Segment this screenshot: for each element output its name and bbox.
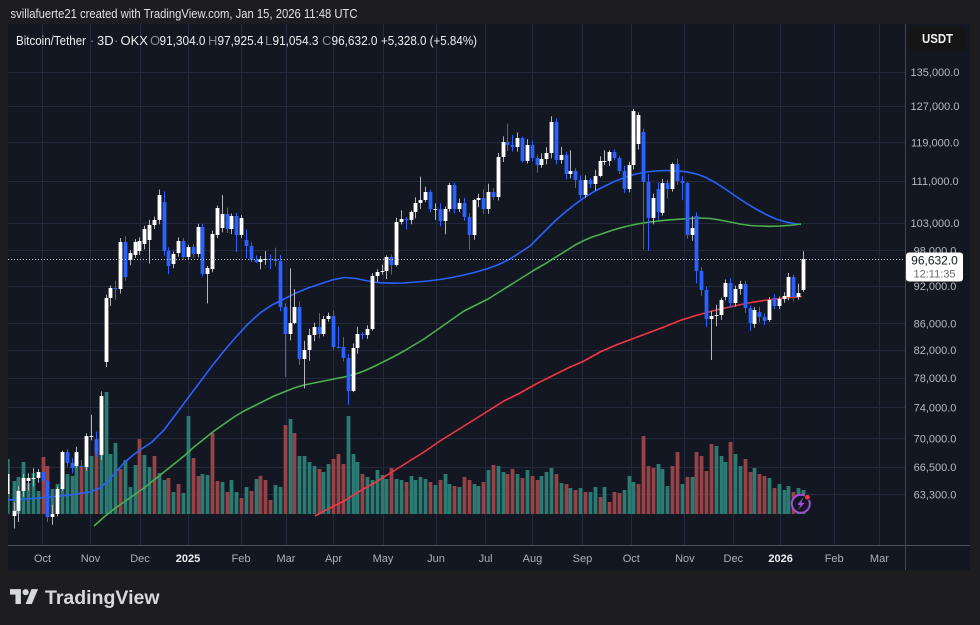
svg-text:USDT: USDT <box>922 32 953 46</box>
svg-text:·: · <box>114 33 118 48</box>
svg-text:Jul: Jul <box>479 553 493 565</box>
svg-text:12:11:35: 12:11:35 <box>913 269 955 281</box>
svg-text:Nov: Nov <box>675 553 695 565</box>
svg-text:svillafuerte21 created with Tr: svillafuerte21 created with TradingView.… <box>11 6 358 21</box>
svg-text:127,000.0: 127,000.0 <box>911 101 960 113</box>
svg-text:Aug: Aug <box>523 553 543 565</box>
svg-text:Oct: Oct <box>623 553 640 565</box>
svg-text:O: O <box>150 33 160 48</box>
svg-text:Feb: Feb <box>825 553 844 565</box>
svg-text:91,304.0: 91,304.0 <box>160 33 206 48</box>
svg-text:TradingView: TradingView <box>45 587 160 609</box>
svg-text:78,000.0: 78,000.0 <box>914 373 957 385</box>
svg-text:May: May <box>373 553 394 565</box>
svg-text:2025: 2025 <box>176 553 200 565</box>
svg-text:66,500.0: 66,500.0 <box>914 462 957 474</box>
svg-text:L: L <box>265 33 272 48</box>
svg-text:OKX: OKX <box>121 33 149 48</box>
svg-text:Dec: Dec <box>130 553 150 565</box>
svg-text:63,300.0: 63,300.0 <box>914 490 957 502</box>
svg-text:74,000.0: 74,000.0 <box>914 403 957 415</box>
svg-text:3D: 3D <box>97 33 114 48</box>
svg-text:70,000.0: 70,000.0 <box>914 434 957 446</box>
svg-text:Sep: Sep <box>573 553 593 565</box>
svg-text:Jun: Jun <box>427 553 445 565</box>
svg-text:C: C <box>322 33 331 48</box>
svg-text:96,632.0: 96,632.0 <box>332 33 378 48</box>
svg-text:96,632.0: 96,632.0 <box>911 254 958 268</box>
svg-text:92,000.0: 92,000.0 <box>914 281 957 293</box>
svg-text:Mar: Mar <box>277 553 296 565</box>
svg-text:Dec: Dec <box>724 553 744 565</box>
svg-text:Nov: Nov <box>81 553 101 565</box>
svg-text:91,054.3: 91,054.3 <box>273 33 319 48</box>
svg-text:Mar: Mar <box>870 553 889 565</box>
svg-text:86,000.0: 86,000.0 <box>914 319 957 331</box>
svg-text:2026: 2026 <box>768 553 792 565</box>
svg-text:·: · <box>90 33 94 48</box>
svg-text:H: H <box>208 33 217 48</box>
svg-text:Oct: Oct <box>34 553 51 565</box>
svg-text:Feb: Feb <box>232 553 251 565</box>
svg-text:Apr: Apr <box>325 553 342 565</box>
svg-text:97,925.4: 97,925.4 <box>218 33 264 48</box>
svg-text:+5,328.0 (+5.84%): +5,328.0 (+5.84%) <box>381 33 477 48</box>
svg-text:119,000.0: 119,000.0 <box>911 137 959 149</box>
svg-text:111,000.0: 111,000.0 <box>911 176 958 188</box>
svg-text:Bitcoin/Tether: Bitcoin/Tether <box>16 33 87 48</box>
svg-text:135,000.0: 135,000.0 <box>911 67 960 79</box>
svg-text:103,000.0: 103,000.0 <box>911 218 960 230</box>
svg-text:82,000.0: 82,000.0 <box>914 345 957 357</box>
